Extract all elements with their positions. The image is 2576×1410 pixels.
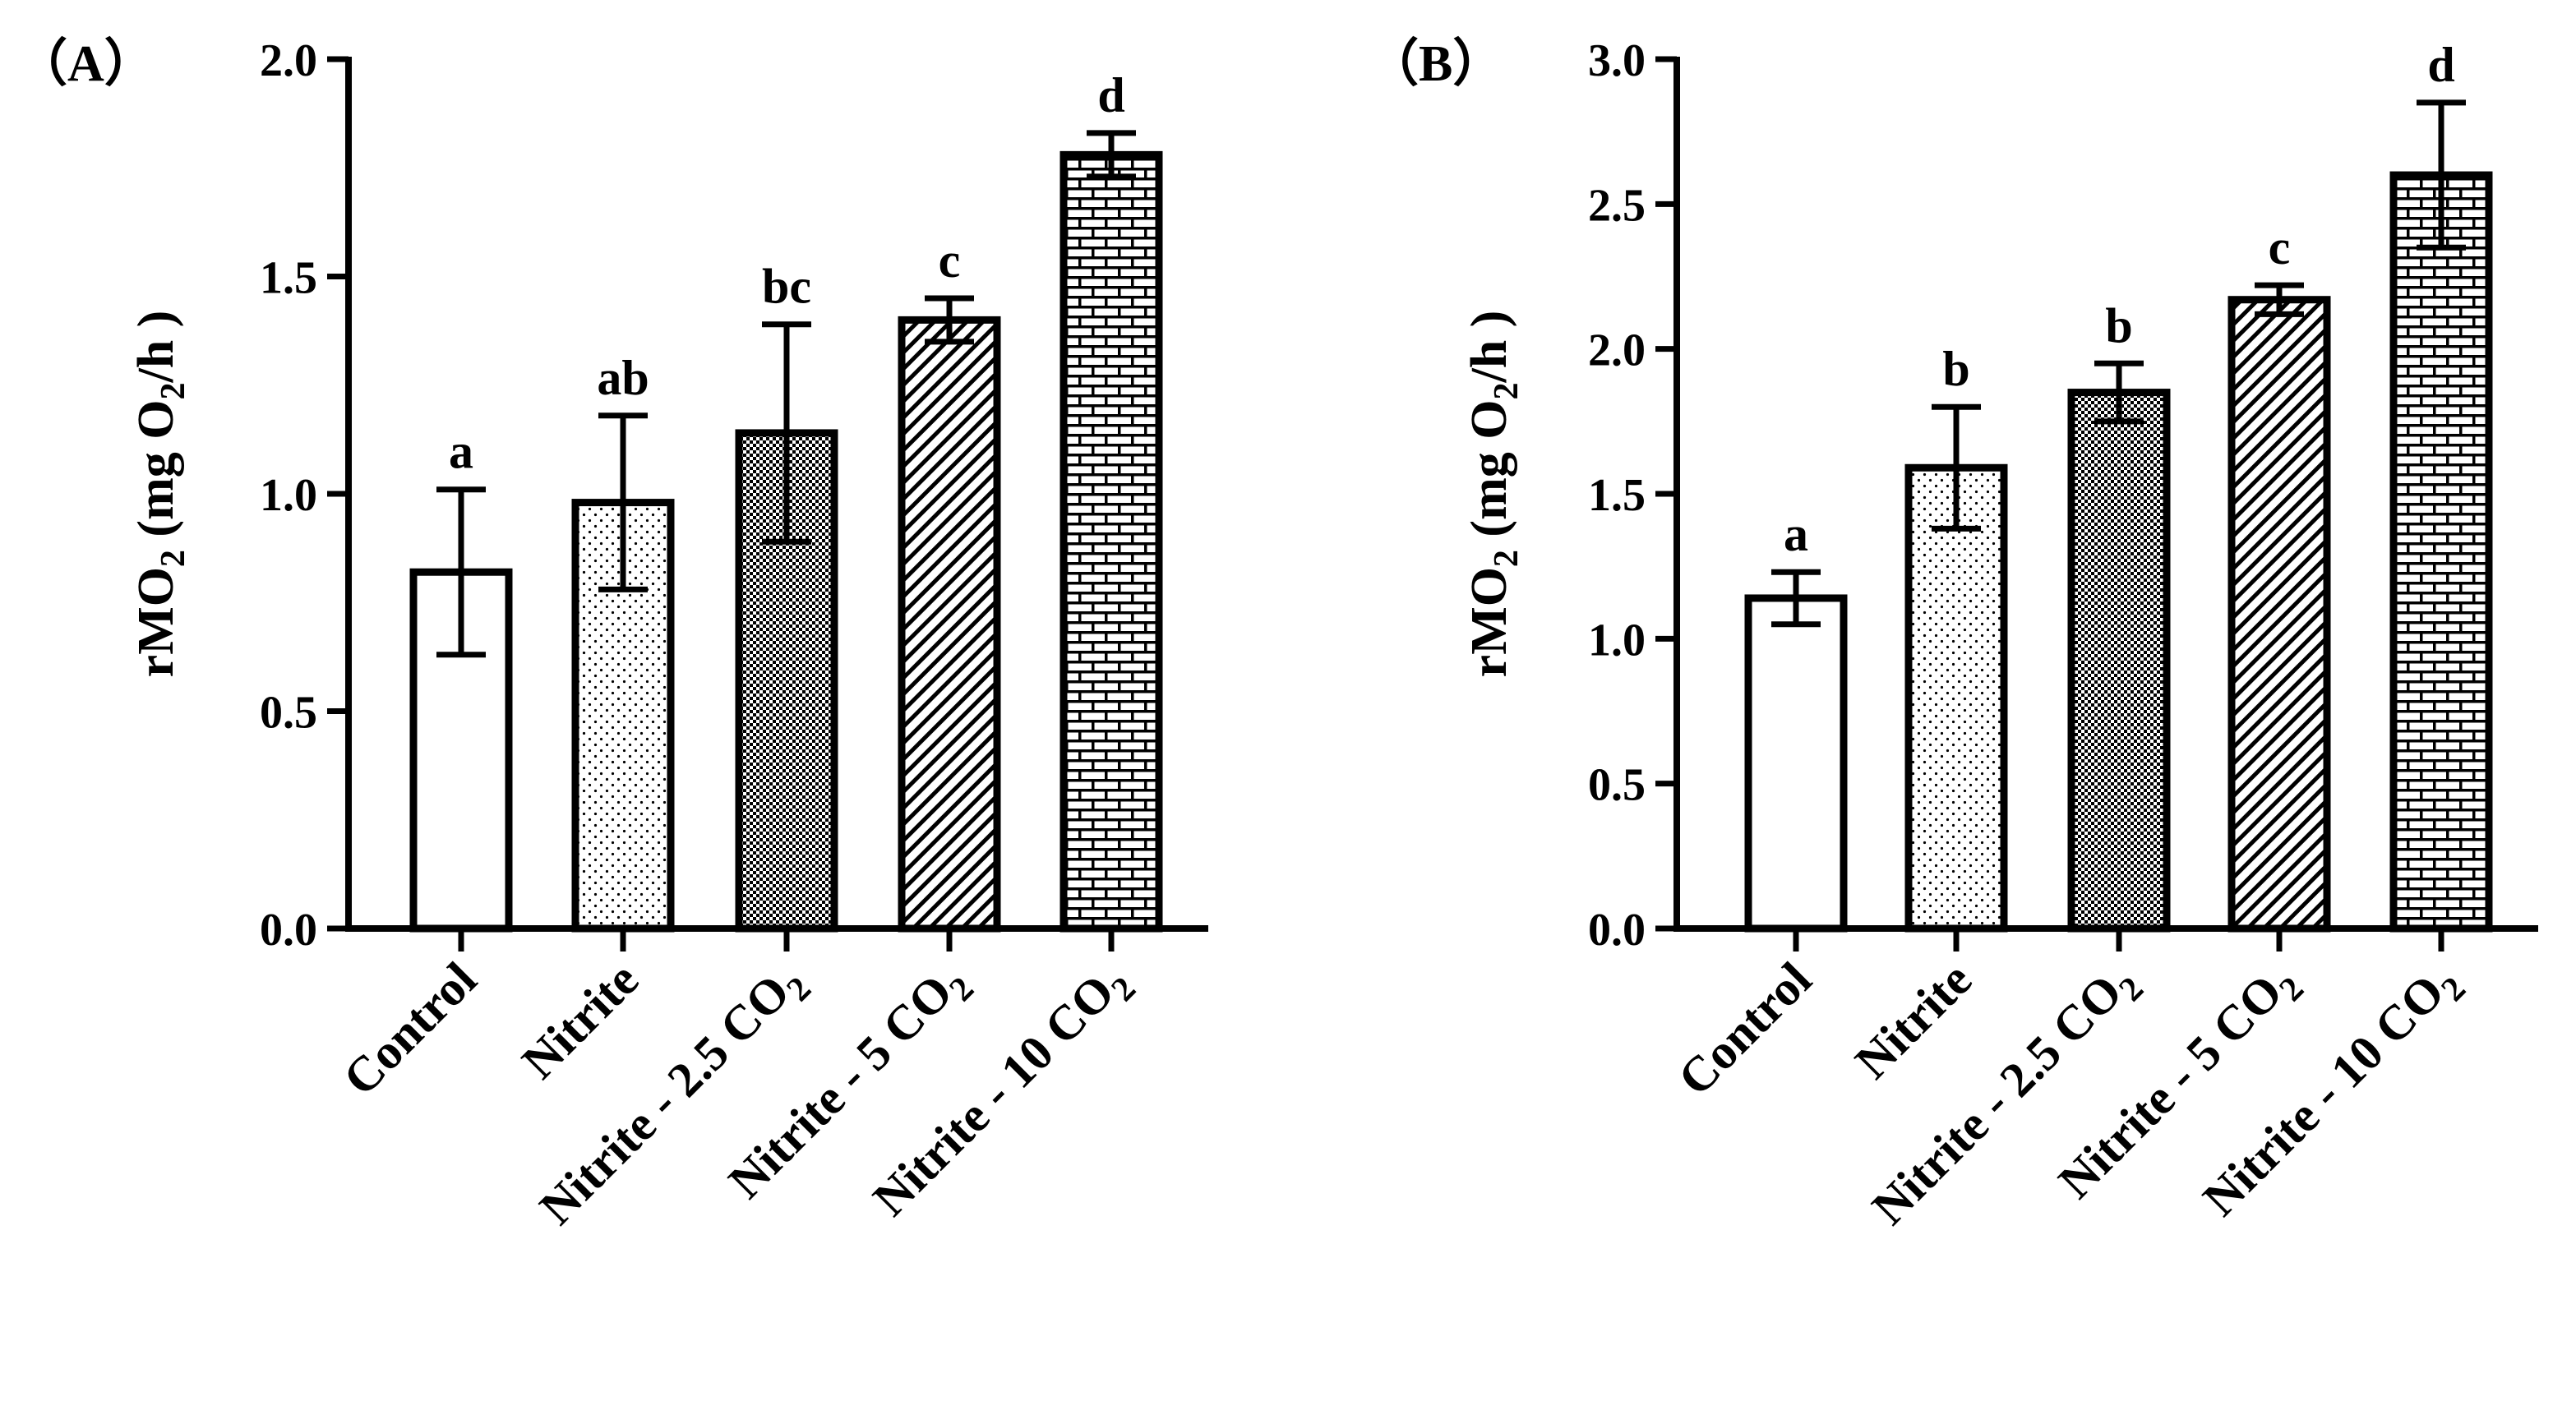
- significance-letter: ab: [597, 351, 649, 405]
- bar: [1059, 150, 1163, 933]
- x-category-label: Nitrite: [1844, 952, 1982, 1090]
- y-axis-title: rMO2 (mg O2/h ): [128, 311, 192, 678]
- significance-letter: d: [1097, 68, 1124, 122]
- y-tick-label: 1.5: [1588, 470, 1646, 521]
- significance-letter: b: [1942, 342, 1969, 396]
- significance-letter: d: [2427, 38, 2454, 92]
- y-tick-label: 0.5: [1588, 760, 1646, 811]
- bar: [2389, 171, 2493, 933]
- y-tick-label: 2.0: [260, 35, 317, 86]
- x-category-label: Nitrite: [511, 952, 649, 1090]
- significance-letter: c: [939, 233, 961, 288]
- x-category-label: Control: [333, 952, 487, 1106]
- y-tick-label: 1.0: [1588, 615, 1646, 666]
- y-tick-label: 0.5: [260, 688, 317, 739]
- panel-a-chart: （A） 0.0 0.5 1.0 1.5 2.0 rMO2 (mg O2/h ) a Contro…: [16, 35, 1208, 1235]
- significance-letter: bc: [762, 260, 811, 314]
- y-tick-label: 1.0: [260, 470, 317, 521]
- significance-letter: c: [2269, 220, 2291, 274]
- bar: [2067, 389, 2171, 933]
- significance-letter: a: [449, 425, 473, 479]
- panel-label: （B）: [1368, 35, 1503, 92]
- x-category-label: Control: [1668, 952, 1821, 1106]
- y-tick-label: 2.5: [1588, 180, 1646, 231]
- y-tick-label: 1.5: [260, 253, 317, 304]
- y-tick-label: 3.0: [1588, 35, 1646, 86]
- y-tick-label: 0.0: [260, 905, 317, 956]
- bar: [898, 316, 1001, 933]
- y-axis-title: rMO2 (mg O2/h ): [1461, 311, 1526, 678]
- panel-label: （A）: [16, 35, 155, 92]
- panel-b-chart: （B） 0.0 0.5 1.0 1.5 2.0 2.5 3.0 rMO2 (mg O2/h ) a…: [1368, 35, 2538, 1235]
- y-tick-label: 2.0: [1588, 325, 1646, 376]
- bar: [1904, 463, 2008, 933]
- y-tick-label: 0.0: [1588, 905, 1646, 956]
- bar: [2227, 296, 2331, 933]
- significance-letter: b: [2105, 298, 2132, 352]
- significance-letter: a: [1784, 507, 1808, 561]
- bar: [1744, 594, 1848, 933]
